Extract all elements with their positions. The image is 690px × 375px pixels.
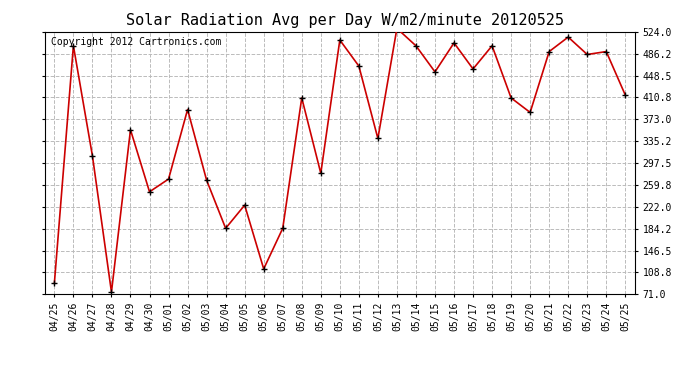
Text: Solar Radiation Avg per Day W/m2/minute 20120525: Solar Radiation Avg per Day W/m2/minute … (126, 13, 564, 28)
Text: Copyright 2012 Cartronics.com: Copyright 2012 Cartronics.com (51, 37, 221, 47)
